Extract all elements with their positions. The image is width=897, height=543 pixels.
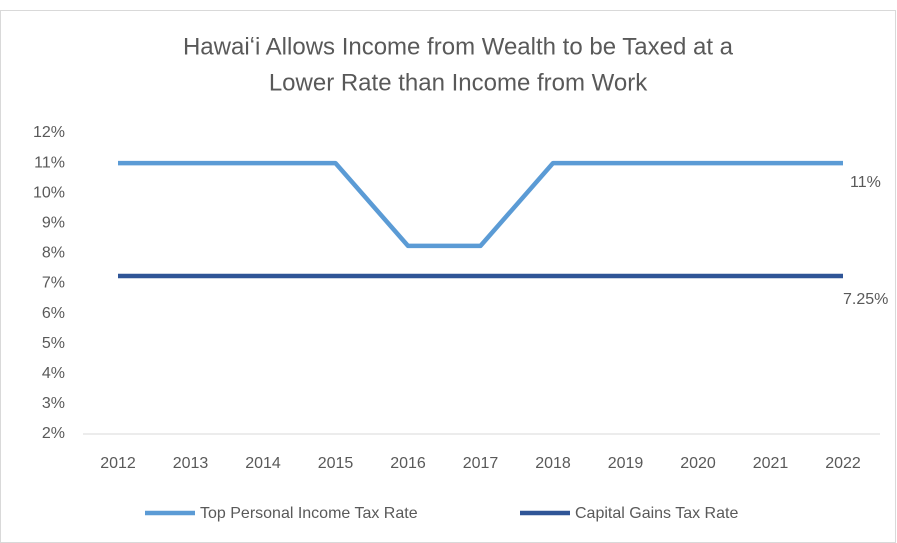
legend-label: Top Personal Income Tax Rate bbox=[200, 505, 418, 522]
chart-title: Lower Rate than Income from Work bbox=[269, 69, 648, 96]
y-tick-label: 12% bbox=[33, 124, 65, 141]
x-tick-label: 2019 bbox=[608, 455, 644, 472]
y-tick-label: 11% bbox=[34, 154, 65, 171]
y-tick-label: 5% bbox=[42, 335, 65, 352]
series-line bbox=[118, 160, 843, 249]
chart-title: Hawaiʻi Allows Income from Wealth to be … bbox=[183, 33, 734, 60]
y-tick-label: 10% bbox=[33, 184, 65, 201]
x-tick-label: 2014 bbox=[245, 455, 281, 472]
x-tick-label: 2022 bbox=[825, 455, 861, 472]
y-tick-label: 2% bbox=[42, 425, 65, 442]
y-tick-label: 6% bbox=[42, 305, 65, 322]
legend-label: Capital Gains Tax Rate bbox=[575, 505, 738, 522]
y-tick-label: 9% bbox=[42, 215, 65, 232]
y-tick-label: 7% bbox=[42, 275, 65, 292]
x-tick-label: 2021 bbox=[753, 455, 789, 472]
x-tick-label: 2018 bbox=[535, 455, 571, 472]
x-tick-label: 2020 bbox=[680, 455, 716, 472]
x-tick-label: 2017 bbox=[463, 455, 499, 472]
data-label: 7.25% bbox=[843, 291, 888, 308]
x-tick-label: 2013 bbox=[173, 455, 209, 472]
x-tick-label: 2012 bbox=[100, 455, 136, 472]
x-tick-label: 2016 bbox=[390, 455, 426, 472]
data-label: 11% bbox=[850, 174, 881, 191]
x-tick-label: 2015 bbox=[318, 455, 354, 472]
y-tick-label: 3% bbox=[42, 395, 65, 412]
y-tick-label: 8% bbox=[42, 245, 65, 262]
y-tick-label: 4% bbox=[42, 365, 65, 382]
